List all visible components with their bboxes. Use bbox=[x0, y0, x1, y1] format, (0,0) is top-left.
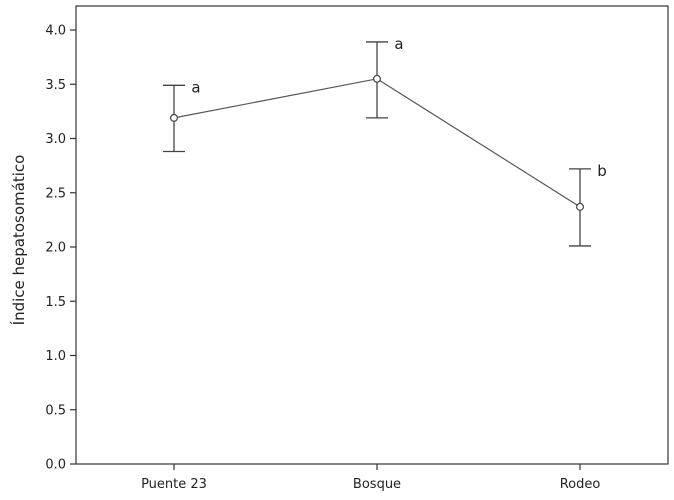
x-tick-label: Bosque bbox=[353, 477, 401, 492]
data-point bbox=[575, 202, 584, 211]
y-tick-label: 2.5 bbox=[45, 186, 66, 201]
x-tick-label: Rodeo bbox=[560, 477, 601, 492]
series-group: a a b bbox=[163, 35, 607, 247]
data-point bbox=[373, 74, 382, 83]
y-tick-label: 1.0 bbox=[45, 349, 66, 364]
group-letter: b bbox=[597, 162, 607, 180]
x-axis: Puente 23 Bosque Rodeo bbox=[141, 464, 600, 492]
y-tick-label: 3.0 bbox=[45, 132, 66, 147]
x-tick-label: Puente 23 bbox=[141, 477, 207, 492]
group-letter: a bbox=[191, 78, 200, 96]
y-tick-label: 2.0 bbox=[45, 241, 66, 256]
y-axis-title: Índice hepatosomático bbox=[9, 155, 28, 326]
y-tick-label: 1.5 bbox=[45, 295, 66, 310]
y-tick-label: 0.0 bbox=[45, 458, 66, 473]
y-tick-label: 4.0 bbox=[45, 24, 66, 39]
y-tick-label: 3.5 bbox=[45, 78, 66, 93]
plot-frame bbox=[75, 5, 669, 465]
y-axis: 0.0 0.5 1.0 1.5 2.0 2.5 3.0 3.5 4.0 bbox=[45, 24, 76, 473]
group-letter: a bbox=[394, 35, 403, 53]
y-tick-label: 0.5 bbox=[45, 403, 66, 418]
data-point bbox=[170, 113, 179, 122]
